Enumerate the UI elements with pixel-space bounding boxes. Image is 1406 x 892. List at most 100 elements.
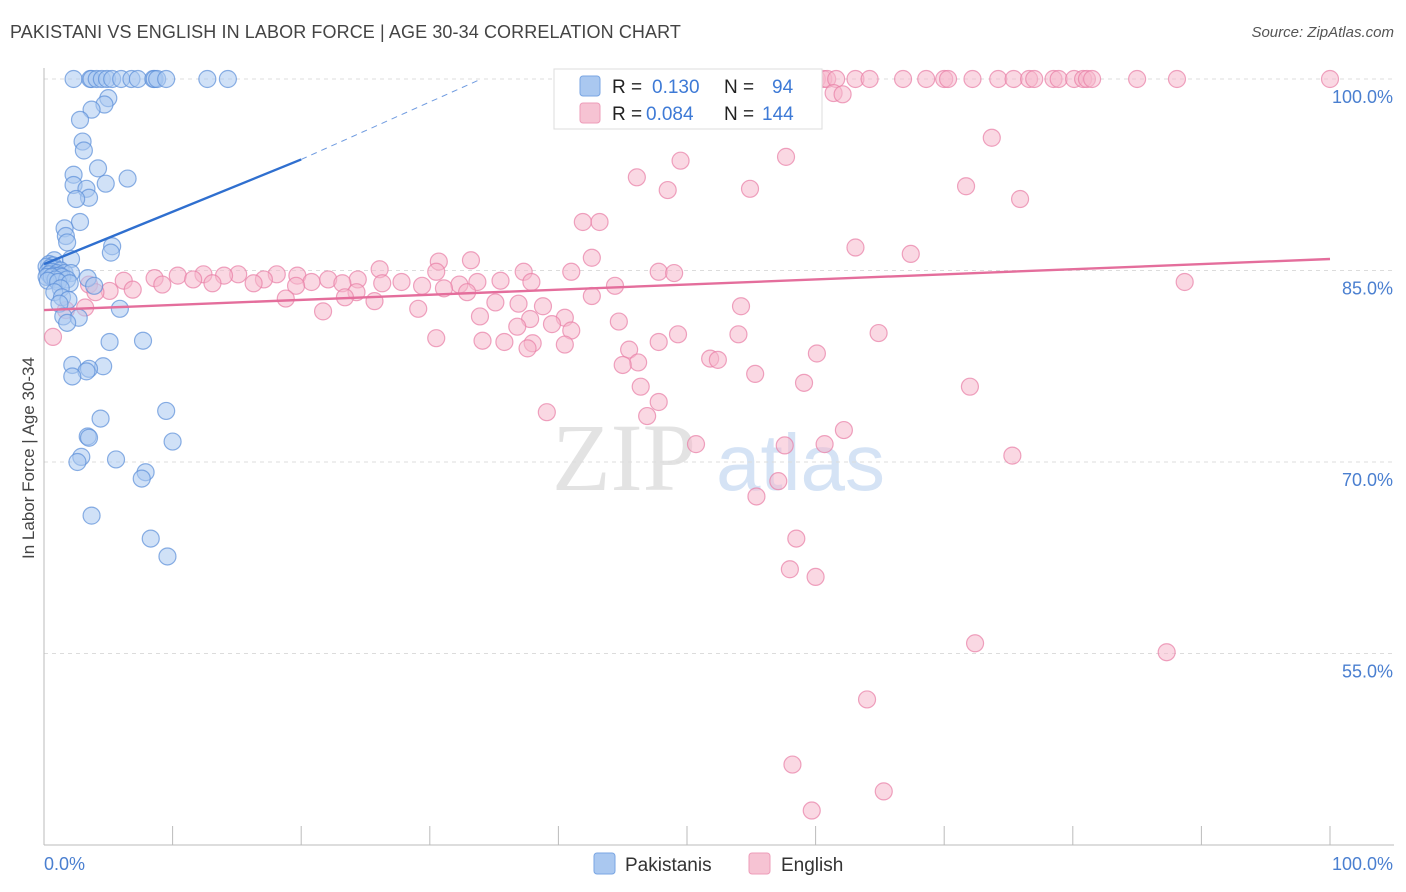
data-point bbox=[613, 355, 632, 375]
data-point bbox=[58, 233, 77, 252]
data-point bbox=[775, 436, 794, 455]
legend-box: R = 0.130 N = 94 R = 0.084 N = 144 bbox=[553, 68, 823, 130]
data-point bbox=[67, 189, 86, 209]
data-point bbox=[470, 307, 490, 326]
data-point bbox=[901, 244, 920, 264]
data-point bbox=[1049, 69, 1068, 89]
trend-line-english bbox=[43, 257, 1331, 312]
series-layer bbox=[37, 69, 1340, 820]
series-pakistanis bbox=[37, 69, 237, 566]
data-point bbox=[533, 297, 553, 316]
legend-n-label-1: N = bbox=[724, 77, 754, 98]
data-point bbox=[373, 274, 392, 293]
data-point bbox=[562, 262, 581, 281]
series-english bbox=[43, 69, 1340, 820]
y-axis-label: In Labor Force | Age 30-34 bbox=[19, 357, 38, 559]
data-point bbox=[82, 100, 101, 119]
data-point bbox=[68, 452, 87, 472]
data-point bbox=[815, 435, 834, 454]
data-point bbox=[938, 69, 958, 89]
data-point bbox=[434, 279, 454, 298]
data-point bbox=[427, 262, 446, 281]
bottom-legend-swatch-english bbox=[748, 852, 771, 875]
watermark: ZIP atlas bbox=[552, 404, 885, 511]
trend-line-extension-pakistanis bbox=[300, 78, 482, 160]
data-point bbox=[649, 332, 668, 352]
data-point bbox=[85, 276, 104, 295]
watermark-zip: ZIP bbox=[552, 404, 696, 511]
data-point bbox=[783, 755, 802, 774]
data-point bbox=[746, 364, 765, 384]
data-point bbox=[508, 317, 527, 336]
data-point bbox=[409, 299, 428, 318]
chart-title: PAKISTANI VS ENGLISH IN LABOR FORCE | AG… bbox=[10, 22, 682, 42]
data-point bbox=[649, 392, 668, 412]
legend-swatch-english bbox=[579, 102, 601, 124]
data-point bbox=[412, 276, 432, 295]
data-point bbox=[157, 69, 176, 89]
bottom-legend: Pakistanis English bbox=[593, 852, 843, 876]
data-point bbox=[960, 377, 980, 396]
watermark-atlas: atlas bbox=[716, 418, 885, 507]
data-point bbox=[802, 801, 821, 820]
legend-n-label-2: N = bbox=[724, 104, 754, 125]
data-point bbox=[729, 325, 748, 344]
data-point bbox=[218, 69, 237, 89]
data-point bbox=[168, 266, 187, 285]
data-point bbox=[671, 151, 690, 170]
data-point bbox=[893, 69, 913, 89]
data-point bbox=[731, 297, 751, 316]
data-point bbox=[555, 335, 574, 354]
data-point bbox=[101, 243, 120, 262]
data-point bbox=[857, 690, 877, 709]
data-point bbox=[91, 409, 110, 428]
data-point bbox=[74, 141, 93, 160]
data-point bbox=[286, 276, 306, 295]
data-point bbox=[495, 332, 514, 352]
data-point bbox=[869, 323, 888, 343]
data-point bbox=[582, 286, 601, 306]
data-point bbox=[118, 169, 137, 188]
legend-swatch-pakistanis bbox=[579, 75, 601, 97]
trend-line-pakistanis bbox=[43, 158, 302, 266]
data-point bbox=[542, 315, 562, 334]
data-point bbox=[58, 313, 77, 332]
legend-n-value-1: 94 bbox=[772, 77, 794, 98]
data-point bbox=[106, 450, 126, 469]
data-point bbox=[686, 435, 706, 454]
data-point bbox=[787, 529, 806, 548]
data-point bbox=[747, 487, 766, 506]
data-point bbox=[1082, 69, 1102, 89]
y-tick-label: 100.0% bbox=[1332, 87, 1393, 107]
data-point bbox=[313, 302, 333, 321]
data-point bbox=[522, 272, 541, 292]
data-point bbox=[668, 325, 688, 344]
y-tick-label: 55.0% bbox=[1342, 662, 1393, 682]
legend-r-value-2: 0.084 bbox=[646, 104, 694, 125]
data-point bbox=[989, 69, 1008, 89]
data-point bbox=[833, 85, 852, 104]
data-point bbox=[708, 350, 727, 369]
data-point bbox=[70, 212, 90, 232]
data-point bbox=[110, 299, 129, 318]
data-point bbox=[740, 179, 760, 198]
data-point bbox=[963, 69, 982, 89]
data-point bbox=[1127, 69, 1147, 89]
data-point bbox=[769, 472, 788, 491]
data-point bbox=[157, 401, 176, 421]
data-point bbox=[780, 560, 799, 579]
data-point bbox=[96, 174, 115, 193]
data-point bbox=[244, 274, 263, 293]
data-point bbox=[629, 353, 648, 372]
data-point bbox=[794, 373, 814, 392]
data-point bbox=[158, 547, 177, 566]
data-point bbox=[473, 331, 492, 350]
data-point bbox=[846, 238, 865, 257]
data-point bbox=[1167, 69, 1187, 89]
data-point bbox=[365, 292, 384, 311]
legend-r-label-1: R = bbox=[612, 77, 642, 98]
data-point bbox=[79, 428, 99, 447]
data-point bbox=[184, 270, 203, 289]
data-point bbox=[518, 339, 537, 358]
